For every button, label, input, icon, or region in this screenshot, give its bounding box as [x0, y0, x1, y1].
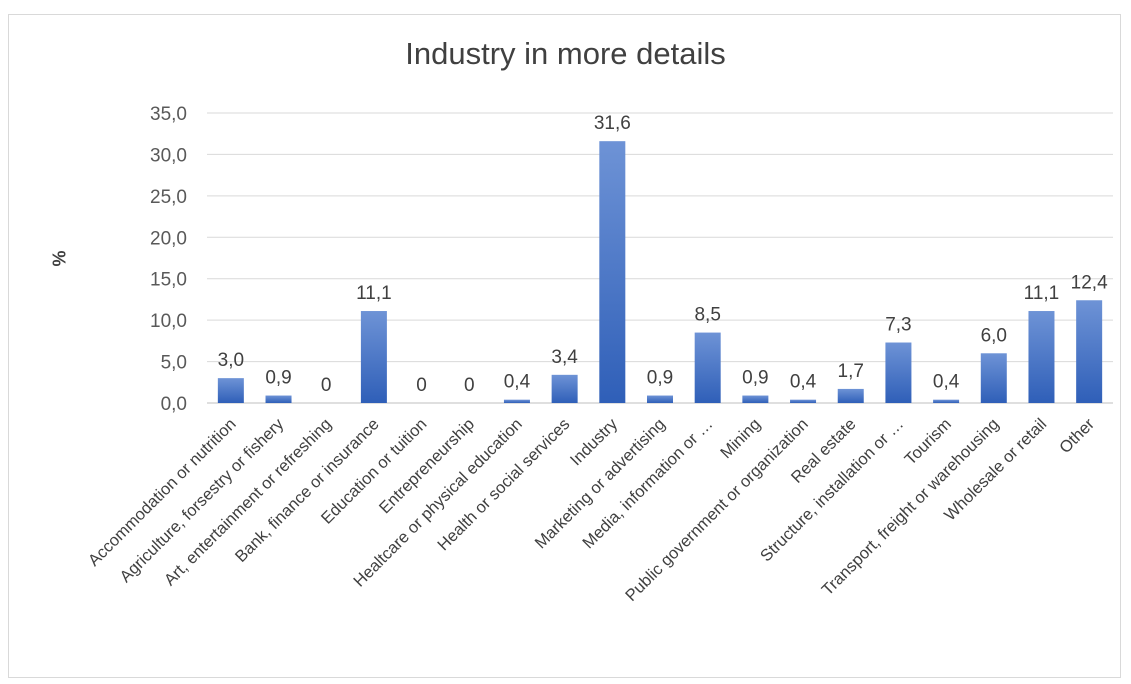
- y-tick-labels: 0,0 5,0 10,0 15,0 20,0 25,0 30,0 35,0: [150, 104, 187, 415]
- x-category-label: Other: [1056, 415, 1098, 457]
- x-category-label: Mining: [717, 415, 764, 462]
- bar: [790, 399, 817, 403]
- bar: [551, 374, 578, 403]
- data-label: 0,4: [933, 372, 960, 393]
- bar: [837, 388, 864, 403]
- data-label: 31,6: [594, 113, 631, 134]
- bars: [217, 141, 1103, 403]
- bar: [933, 399, 960, 403]
- y-tick-label: 10,0: [150, 311, 187, 332]
- bar: [980, 353, 1007, 403]
- chart-title: Industry in more details: [405, 36, 726, 71]
- x-category-label: Transport, freight or warehousing: [818, 415, 1002, 599]
- bar: [360, 311, 387, 403]
- y-tick-label: 25,0: [150, 187, 187, 208]
- y-tick-label: 0,0: [161, 394, 187, 415]
- data-label: 0: [464, 375, 475, 396]
- data-label: 0,4: [504, 372, 531, 393]
- data-label: 11,1: [1024, 283, 1060, 304]
- bar: [647, 395, 673, 403]
- bar: [599, 141, 626, 403]
- data-label: 3,4: [551, 347, 578, 368]
- data-label: 7,3: [885, 315, 911, 336]
- data-label: 3,0: [218, 350, 244, 371]
- bar: [885, 342, 912, 403]
- data-label: 6,0: [981, 325, 1007, 346]
- bar: [694, 332, 721, 403]
- data-label: 0,9: [265, 368, 291, 389]
- bar: [1028, 311, 1055, 403]
- bar: [1076, 300, 1103, 403]
- data-label: 12,4: [1071, 272, 1108, 293]
- bar: [265, 395, 292, 403]
- data-label: 0: [321, 375, 332, 396]
- data-label: 11,1: [356, 283, 392, 304]
- y-tick-label: 35,0: [150, 104, 187, 125]
- gridlines: [207, 112, 1113, 404]
- data-label: 0,4: [790, 372, 817, 393]
- data-labels: 3,0 0,9 0 11,1 0 0 0,4 3,4 31,6 0,9 8,5 0,9 0,4 1,7 7,…: [218, 113, 1108, 396]
- chart-frame: [8, 14, 1121, 678]
- bar: [742, 395, 769, 403]
- data-label: 0,9: [742, 368, 768, 389]
- y-tick-label: 20,0: [150, 228, 187, 249]
- y-tick-label: 5,0: [161, 353, 187, 374]
- data-label: 0,9: [647, 368, 673, 389]
- y-tick-label: 30,0: [150, 145, 187, 166]
- data-label: 1,7: [838, 361, 864, 382]
- data-label: 0: [416, 375, 427, 396]
- bar: [503, 399, 530, 403]
- y-tick-label: 15,0: [150, 270, 187, 291]
- data-label: 8,5: [694, 305, 720, 326]
- bar: [217, 378, 244, 403]
